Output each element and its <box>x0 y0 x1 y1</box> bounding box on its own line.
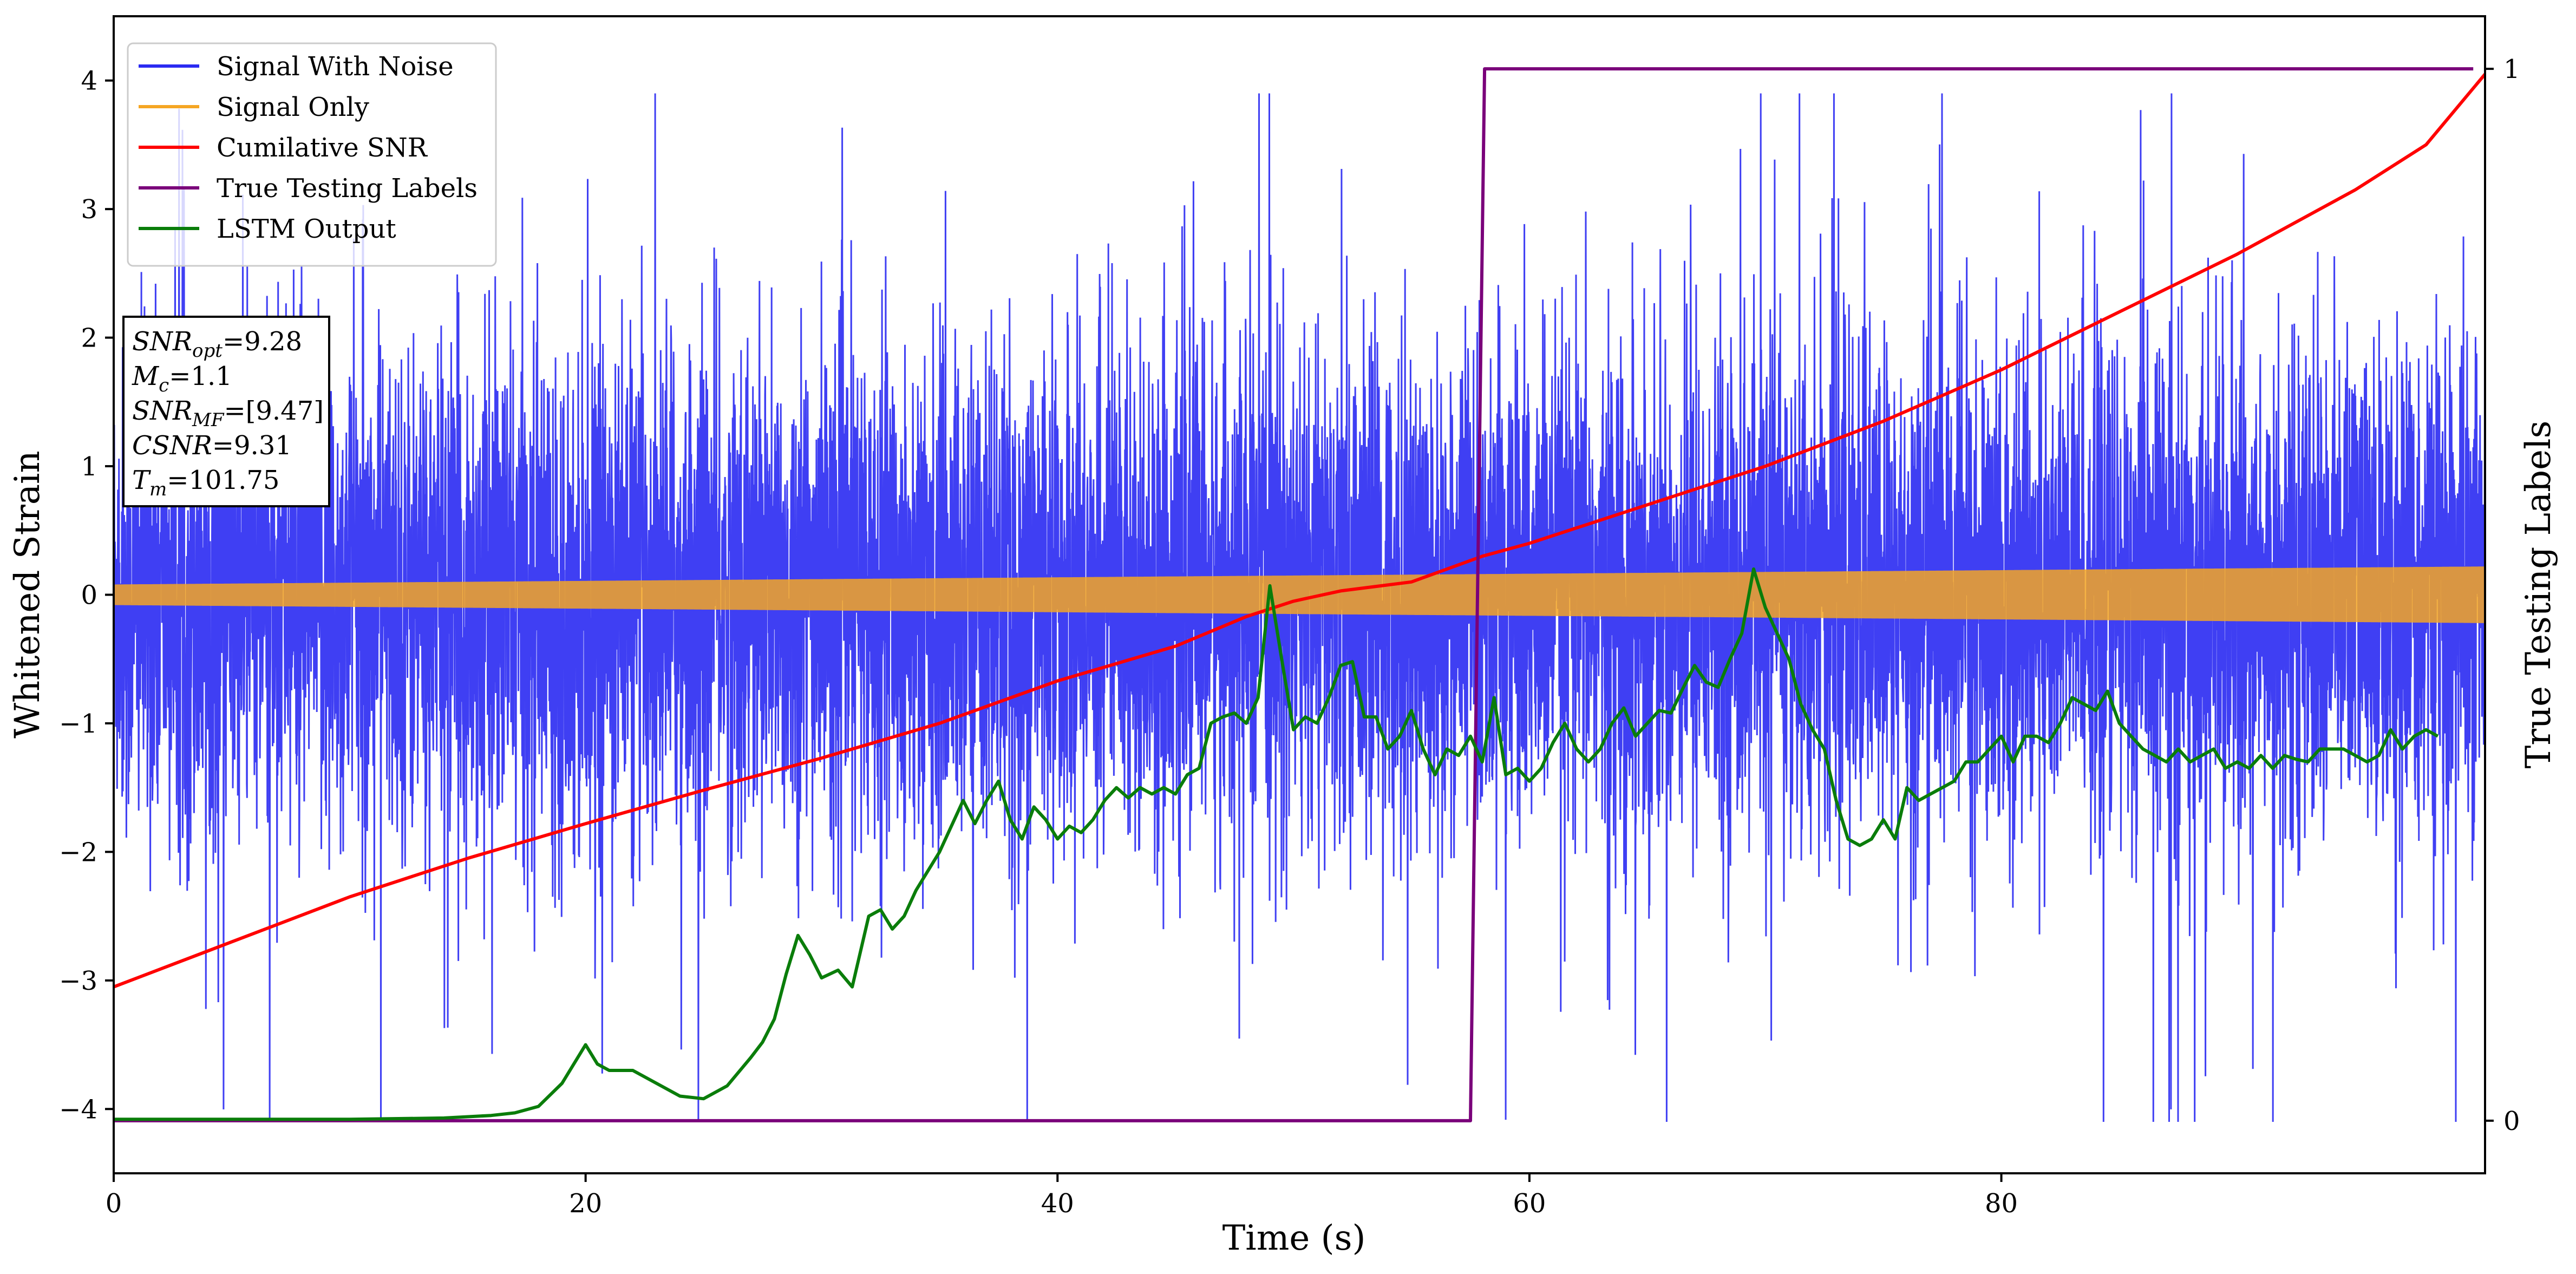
y-tick-label: −2 <box>59 837 97 867</box>
y-tick-label: 2 <box>81 323 97 354</box>
x-tick-label: 80 <box>1985 1188 2018 1219</box>
annotation-line: SNRMF=[9.47] <box>132 396 324 431</box>
y-tick-label: −1 <box>59 709 97 739</box>
annotation-line: CSNR=9.31 <box>132 430 292 461</box>
chirp-trace <box>114 566 2485 623</box>
y-tick-label: 1 <box>81 452 97 482</box>
y-tick-label: 4 <box>81 66 97 96</box>
legend-label: Signal Only <box>217 92 369 122</box>
x-tick-label: 60 <box>1513 1188 1546 1219</box>
series-lstm-output <box>114 567 2439 1121</box>
legend-label: LSTM Output <box>217 214 396 244</box>
legend-frame <box>127 42 497 267</box>
y-tick-label: −4 <box>59 1094 97 1125</box>
legend-label: Cumilative SNR <box>217 133 428 163</box>
annotation-line: Tm=101.75 <box>132 465 279 500</box>
y-tick-label: 0 <box>81 580 97 611</box>
annotation-frame <box>122 316 330 507</box>
y2-axis-label: True Testing Labels <box>2519 421 2559 769</box>
y-tick-label: 3 <box>81 194 97 225</box>
legend-label: Signal With Noise <box>217 51 454 82</box>
legend: Signal With Noise Signal Only Cumilative S… <box>127 42 497 267</box>
x-axis-label: Time (s) <box>1222 1218 1366 1258</box>
series-signal-only <box>114 566 2485 623</box>
series-true-testing-labels <box>114 67 2474 1122</box>
x-tick-label: 20 <box>569 1188 602 1219</box>
x-tick-label: 0 <box>106 1188 122 1219</box>
x-tick-label: 40 <box>1041 1188 1074 1219</box>
annotation-line: Mc=1.1 <box>132 361 232 396</box>
y2-tick-label: 0 <box>2503 1106 2520 1136</box>
y-tick-label: −3 <box>59 966 97 996</box>
y2-tick-label: 1 <box>2503 54 2520 84</box>
annotation-line: SNRopt=9.28 <box>132 326 302 362</box>
series-cumilative-snr <box>114 73 2485 989</box>
legend-label: True Testing Labels <box>217 173 478 204</box>
y-axis-label: Whitened Strain <box>8 450 48 738</box>
